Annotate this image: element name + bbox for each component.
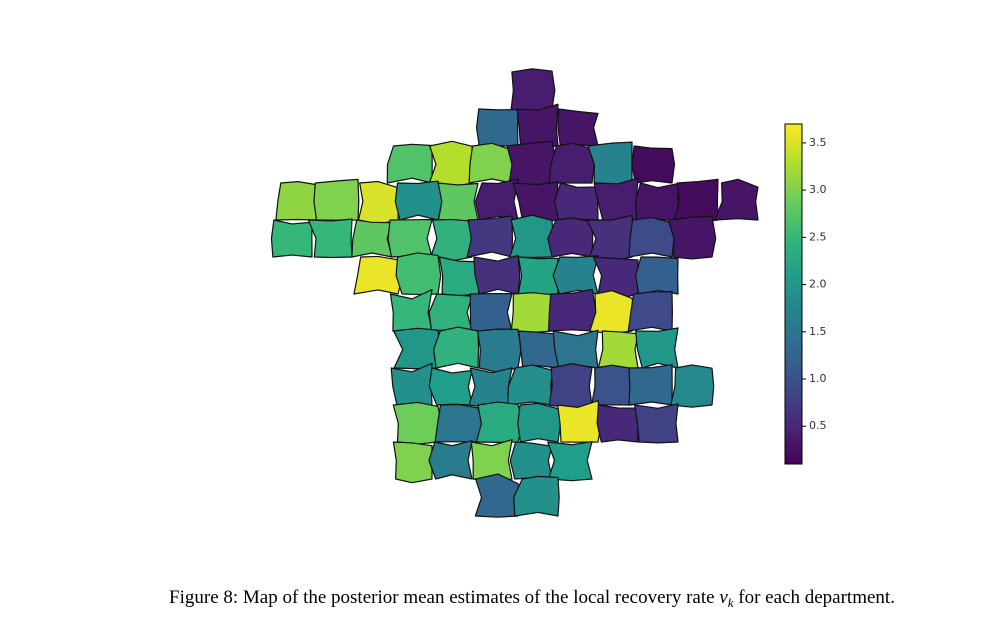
department: [596, 404, 639, 443]
department: [470, 439, 513, 483]
department: [477, 328, 522, 373]
department: [468, 142, 514, 184]
department: [627, 291, 673, 332]
tick-label: 3.5: [809, 136, 827, 149]
department: [473, 254, 521, 295]
department: [509, 214, 554, 259]
map: [270, 68, 759, 518]
department: [635, 256, 679, 295]
department: [631, 145, 676, 184]
department: [557, 108, 599, 147]
department: [387, 218, 433, 258]
department: [548, 363, 593, 410]
department: [517, 402, 562, 443]
department: [313, 178, 360, 221]
colorbar: 0.5 1.0 1.5 2.0 2.5 3.0 3.5: [784, 123, 827, 465]
department: [552, 329, 599, 369]
tick-label: 2.5: [809, 230, 827, 243]
department: [628, 364, 673, 406]
department: [434, 403, 483, 443]
department: [507, 364, 553, 406]
department: [586, 214, 636, 262]
department: [670, 364, 715, 408]
department: [428, 140, 474, 189]
department: [307, 218, 353, 259]
department: [475, 401, 524, 443]
department: [353, 255, 404, 295]
department: [547, 217, 594, 258]
tick-label: 2.0: [809, 278, 827, 291]
department: [428, 293, 473, 332]
department: [517, 256, 559, 298]
department: [275, 181, 319, 221]
department: [394, 180, 443, 221]
caption-subscript: k: [728, 595, 734, 610]
department: [597, 330, 639, 372]
department: [428, 367, 473, 406]
caption: Figure 8: Map of the posterior mean esti…: [169, 587, 895, 610]
caption-text: for each department.: [734, 587, 895, 608]
caption-symbol: ν: [719, 587, 728, 608]
department: [386, 143, 433, 184]
department: [509, 441, 553, 480]
department: [433, 326, 480, 369]
department: [390, 362, 433, 409]
department: [351, 219, 393, 258]
department: [587, 141, 633, 185]
department: [392, 401, 443, 445]
department: [547, 440, 593, 482]
department: [395, 252, 442, 296]
department: [634, 403, 679, 444]
department: [557, 400, 602, 443]
department: [428, 440, 473, 480]
department: [469, 292, 513, 335]
department: [548, 142, 595, 184]
tick-label: 3.0: [809, 183, 827, 196]
department: [635, 327, 679, 369]
department: [357, 180, 400, 225]
department: [474, 178, 519, 221]
department: [513, 475, 560, 517]
department: [628, 216, 675, 258]
department: [475, 108, 519, 147]
tick-label: 0.5: [809, 419, 827, 432]
tick-label: 1.0: [809, 372, 827, 385]
department: [468, 367, 513, 409]
department: [270, 219, 313, 258]
department: [589, 290, 636, 335]
department: [634, 182, 679, 221]
colorbar-scale: [784, 123, 803, 465]
department: [437, 182, 479, 224]
department: [392, 441, 433, 484]
department: [466, 215, 514, 258]
department: [714, 178, 759, 221]
department: [389, 289, 433, 333]
department: [430, 218, 473, 262]
caption-text: Figure 8: Map of the posterior mean esti…: [169, 587, 719, 608]
department: [667, 215, 717, 260]
tick-label: 1.5: [809, 325, 827, 338]
department: [552, 255, 599, 295]
department: [548, 288, 597, 332]
department: [474, 473, 521, 518]
department: [553, 182, 599, 221]
